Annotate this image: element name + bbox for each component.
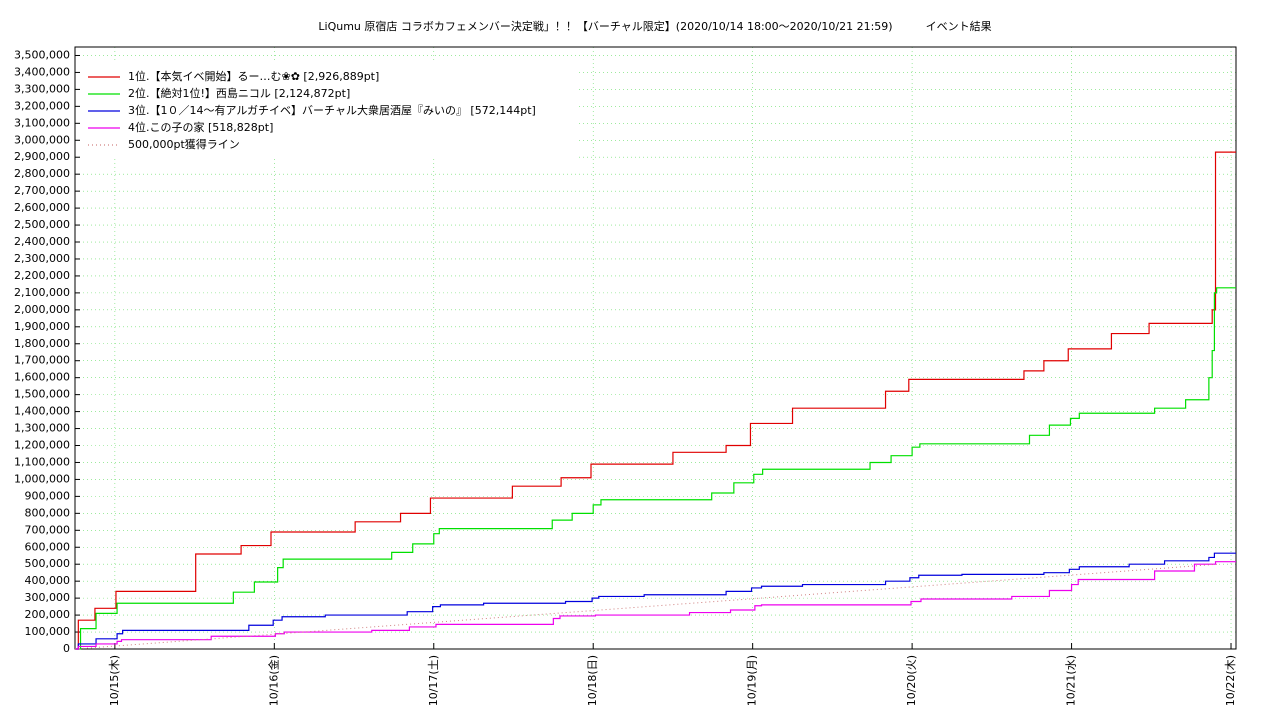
y-tick-label: 100,000 — [25, 625, 71, 638]
y-tick-label: 2,100,000 — [14, 286, 70, 299]
legend-label: 4位.この子の家 [518,828pt] — [128, 120, 273, 134]
y-tick-label: 2,900,000 — [14, 150, 70, 163]
y-tick-label: 900,000 — [25, 489, 71, 502]
plot-frame — [74, 46, 1237, 650]
y-tick-label: 200,000 — [25, 608, 71, 621]
chart-title: LiQumu 原宿店 コラボカフェメンバー決定戦」！！【バーチャル限定】(202… — [318, 19, 991, 33]
y-tick-label: 1,000,000 — [14, 472, 70, 485]
y-tick-label: 1,500,000 — [14, 388, 70, 401]
y-tick-label: 2,400,000 — [14, 235, 70, 248]
series-line — [75, 287, 1236, 650]
y-tick-label: 3,100,000 — [14, 116, 70, 129]
y-tick-label: 1,200,000 — [14, 439, 70, 452]
y-tick-label: 2,600,000 — [14, 201, 70, 214]
y-tick-label: 1,800,000 — [14, 337, 70, 350]
y-tick-label: 700,000 — [25, 523, 71, 536]
y-tick-label: 1,900,000 — [14, 320, 70, 333]
y-tick-label: 3,000,000 — [14, 133, 70, 146]
y-tick-label: 3,200,000 — [14, 99, 70, 112]
x-tick-label: 10/19(月) — [746, 655, 759, 706]
series-line — [75, 561, 1236, 650]
y-tick-label: 300,000 — [25, 591, 71, 604]
legend-label: 500,000pt獲得ライン — [128, 138, 240, 151]
series-line — [75, 552, 1236, 650]
y-tick-label: 1,700,000 — [14, 354, 70, 367]
y-tick-label: 3,300,000 — [14, 82, 70, 95]
x-tick-label: 10/21(水) — [1065, 655, 1078, 706]
y-tick-label: 2,800,000 — [14, 167, 70, 180]
y-tick-label: 1,600,000 — [14, 371, 70, 384]
y-tick-label: 2,200,000 — [14, 269, 70, 282]
y-tick-label: 500,000 — [25, 557, 71, 570]
y-tick-label: 2,000,000 — [14, 303, 70, 316]
x-tick-label: 10/16(金) — [266, 655, 280, 706]
x-tick-label: 10/18(日) — [586, 655, 599, 706]
series-line — [75, 151, 1236, 650]
y-tick-label: 3,400,000 — [14, 65, 70, 78]
y-tick-label: 2,700,000 — [14, 184, 70, 197]
y-tick-label: 800,000 — [25, 506, 71, 519]
y-tick-label: 2,300,000 — [14, 252, 70, 265]
y-tick-label: 1,300,000 — [14, 422, 70, 435]
legend-label: 1位.【本気イベ開始】るー…む❀✿ [2,926,889pt] — [128, 69, 379, 83]
y-tick-label: 0 — [63, 642, 70, 655]
y-tick-label: 2,500,000 — [14, 218, 70, 231]
x-tick-label: 10/22(木) — [1224, 655, 1237, 706]
x-tick-label: 10/17(土) — [427, 655, 440, 706]
y-tick-label: 1,100,000 — [14, 455, 70, 468]
x-tick-label: 10/15(木) — [108, 655, 121, 706]
y-tick-label: 3,500,000 — [14, 48, 70, 61]
series-line — [74, 563, 1218, 650]
legend-label: 2位.【絶対1位!】西島ニコル [2,124,872pt] — [128, 86, 350, 100]
y-tick-label: 1,400,000 — [14, 405, 70, 418]
x-tick-label: 10/20(火) — [905, 655, 918, 706]
legend-box — [80, 63, 578, 159]
legend-label: 3位.【1０／14〜有アルガチイベ】バーチャル大衆居酒屋『みいの』 [572,1… — [128, 103, 536, 117]
y-tick-label: 400,000 — [25, 574, 71, 587]
y-tick-label: 600,000 — [25, 540, 71, 553]
